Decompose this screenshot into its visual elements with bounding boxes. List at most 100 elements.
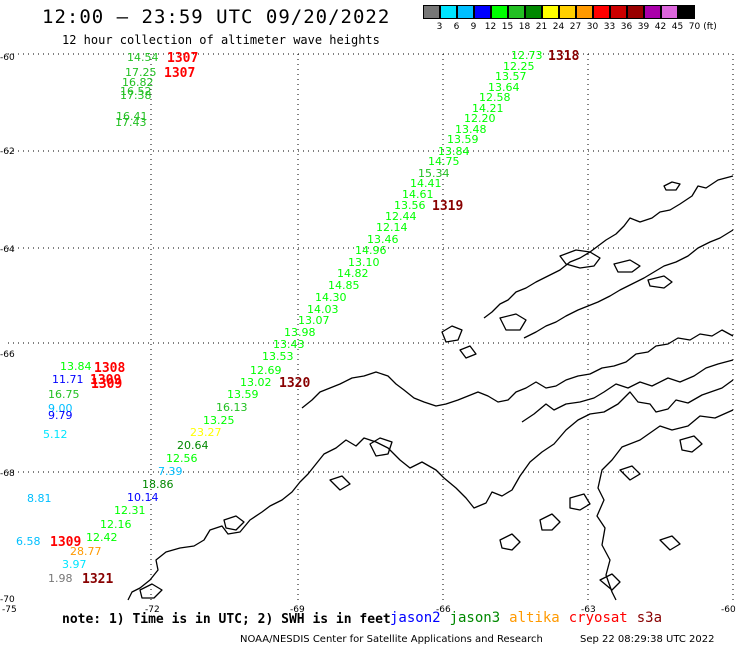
wave-height-value: 16.13 [216, 401, 248, 414]
scale-swatch [644, 5, 661, 19]
scale-unit: (ft) [703, 22, 717, 32]
lat-label: -68 [0, 469, 15, 479]
wave-height-value: 12.42 [86, 531, 118, 544]
lon-label: -63 [581, 605, 596, 615]
wave-height-value: 8.81 [27, 492, 52, 505]
lon-label: -75 [2, 605, 17, 615]
scale-label: 3 [436, 22, 443, 32]
wave-height-value: 13.43 [273, 338, 305, 351]
wave-height-value: 16.75 [48, 388, 80, 401]
wave-height-value: 11.71 [52, 373, 84, 386]
scale-swatch [440, 5, 457, 19]
wave-height-value: 12.58 [479, 91, 511, 104]
wave-height-value: 12.69 [250, 364, 282, 377]
pass-number: 1307 [164, 66, 195, 81]
footer-note: note: 1) Time is in UTC; 2) SWH is in fe… [62, 612, 391, 627]
wave-height-value: 14.75 [428, 155, 460, 168]
scale-swatch [491, 5, 508, 19]
scale-label: 9 [470, 22, 477, 32]
lon-label: -69 [290, 605, 305, 615]
wave-height-value: 13.07 [298, 314, 330, 327]
wave-height-value: 12.25 [503, 60, 535, 73]
wave-height-value: 13.10 [348, 256, 380, 269]
wave-height-value: 16.52 [120, 85, 152, 98]
generated-timestamp: Sep 22 08:29:38 UTC 2022 [580, 634, 715, 645]
wave-height-value: 13.59 [447, 133, 479, 146]
lat-label: -62 [0, 147, 15, 157]
scale-label: 12 [484, 22, 497, 32]
wave-height-value: 12.44 [385, 210, 417, 223]
pass-number: 1309 [91, 377, 122, 392]
wave-height-value: 14.41 [410, 177, 442, 190]
wave-height-value: 13.84 [438, 145, 470, 158]
wave-height-value: 7.39 [158, 465, 183, 478]
wave-height-value: 5.12 [43, 428, 68, 441]
lat-label: -64 [0, 245, 15, 255]
scale-swatch [423, 5, 440, 19]
wave-height-value: 14.96 [355, 244, 387, 257]
scale-label: 39 [637, 22, 650, 32]
wave-height-value: 17.43 [115, 116, 147, 129]
scale-label: 24 [552, 22, 565, 32]
wave-height-value: 13.64 [488, 81, 520, 94]
wave-height-value: 13.59 [227, 388, 259, 401]
pass-number: 1309 [50, 535, 81, 550]
wave-height-value: 12.14 [376, 221, 408, 234]
map-title: 12:00 – 23:59 UTC 09/20/2022 [42, 6, 391, 28]
scale-swatch [661, 5, 678, 19]
pass-number: 1319 [432, 199, 463, 214]
wave-height-value: 9.79 [48, 409, 73, 422]
scale-label: 30 [586, 22, 599, 32]
scale-swatch [474, 5, 491, 19]
scale-label: 42 [654, 22, 667, 32]
scale-swatch [559, 5, 576, 19]
lon-label: -66 [436, 605, 451, 615]
wave-height-value: 14.61 [402, 188, 434, 201]
scale-label: 6 [453, 22, 460, 32]
wave-height-value: 3.97 [62, 558, 87, 571]
lat-label: -60 [0, 53, 15, 63]
lat-label: -66 [0, 350, 15, 360]
scale-label: 36 [620, 22, 633, 32]
wave-height-value: 18.86 [142, 478, 174, 491]
wave-height-value: 14.85 [328, 279, 360, 292]
scale-label: 33 [603, 22, 616, 32]
wave-height-value: 6.58 [16, 535, 41, 548]
pass-number: 1309 [90, 373, 121, 388]
wave-height-value: 12.31 [114, 504, 146, 517]
wave-height-value: 10.14 [127, 491, 159, 504]
scale-label: 45 [671, 22, 684, 32]
scale-swatch [610, 5, 627, 19]
pass-number: 1321 [82, 572, 113, 587]
wave-height-value: 13.53 [262, 350, 294, 363]
pass-number: 1318 [548, 49, 579, 64]
scale-label: 15 [501, 22, 514, 32]
wave-height-value: 13.57 [495, 70, 527, 83]
scale-swatch [542, 5, 559, 19]
lon-label: -60 [721, 605, 736, 615]
pass-number: 1320 [279, 376, 310, 391]
wave-height-value: 13.84 [60, 360, 92, 373]
lon-label: -72 [145, 605, 160, 615]
wave-height-value: 23.27 [190, 426, 222, 439]
scale-swatch [593, 5, 610, 19]
wave-height-value: 12.20 [464, 112, 496, 125]
pass-number: 1307 [167, 51, 198, 66]
credit-text: NOAA/NESDIS Center for Satellite Applica… [240, 634, 543, 645]
wave-height-value: 17.38 [120, 89, 152, 102]
wave-height-value: 9.00 [48, 402, 73, 415]
wave-height-value: 12.16 [100, 518, 132, 531]
scale-swatch [508, 5, 525, 19]
wave-height-value: 12.73 [511, 49, 543, 62]
wave-height-value: 15.34 [418, 167, 450, 180]
wave-height-value: 28.77 [70, 545, 102, 558]
scale-label: 70 [688, 22, 701, 32]
scale-swatch [576, 5, 593, 19]
wave-height-value: 14.30 [315, 291, 347, 304]
scale-swatch [627, 5, 644, 19]
scale-swatch [457, 5, 474, 19]
wave-height-value: 14.54 [127, 51, 159, 64]
wave-height-value: 14.03 [307, 303, 339, 316]
wave-height-value: 16.82 [122, 76, 154, 89]
